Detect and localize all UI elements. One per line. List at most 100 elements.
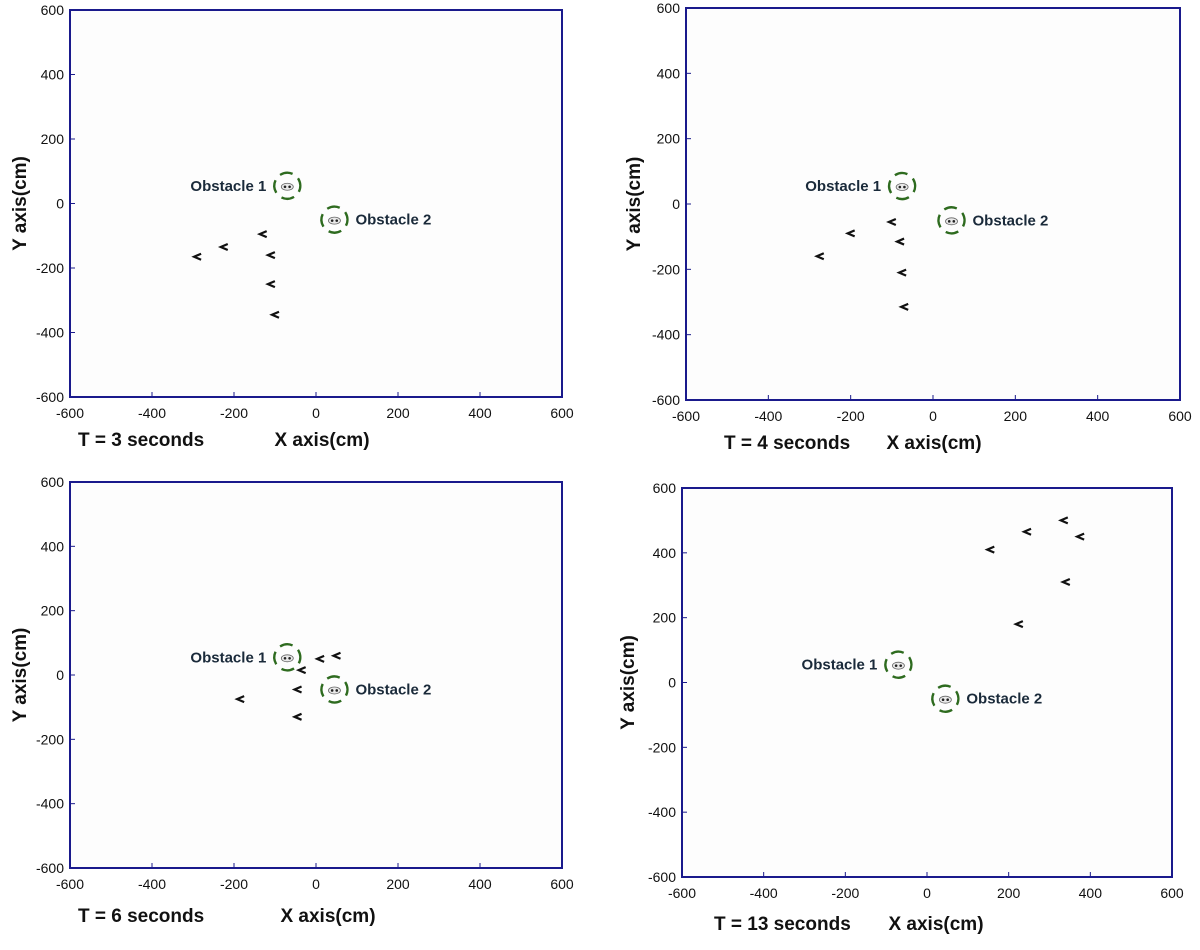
x-tick-label: -600 bbox=[56, 876, 84, 892]
x-axis-label: X axis(cm) bbox=[274, 430, 369, 451]
y-tick-label: -600 bbox=[648, 869, 676, 885]
y-tick-label: -600 bbox=[652, 392, 680, 408]
obstacle-body bbox=[945, 217, 958, 226]
obstacle-eye bbox=[941, 698, 945, 702]
plot-frame bbox=[69, 481, 563, 869]
y-tick-label: 0 bbox=[672, 196, 680, 212]
obstacle-ring bbox=[937, 206, 966, 235]
obstacle-label: Obstacle 1 bbox=[190, 178, 266, 195]
obstacle-eye bbox=[288, 657, 291, 660]
time-label: T = 6 seconds bbox=[78, 906, 204, 927]
obstacle-eye bbox=[335, 219, 339, 222]
x-tick-label: 600 bbox=[1168, 408, 1192, 424]
panel-3: -600 -400 -200 0 200 400 600 -600 -400 -200 0 200 40… bbox=[10, 474, 574, 927]
obstacle-label: Obstacle 1 bbox=[802, 657, 878, 674]
obstacle-body bbox=[280, 654, 294, 663]
robot-marker bbox=[886, 217, 897, 226]
obstacle-eye bbox=[288, 185, 291, 189]
obstacle-eye bbox=[946, 698, 949, 702]
obstacle-label: Obstacle 2 bbox=[973, 212, 1049, 229]
robot-marker bbox=[898, 302, 909, 311]
robot-marker bbox=[191, 252, 202, 261]
obstacle-ring bbox=[273, 643, 302, 672]
x-tick-label: -400 bbox=[138, 876, 166, 892]
obstacle-label: Obstacle 1 bbox=[805, 178, 881, 195]
y-tick-label: 600 bbox=[653, 480, 677, 496]
time-label: T = 4 seconds bbox=[724, 433, 850, 454]
robot-marker bbox=[217, 243, 229, 252]
y-tick-label: 400 bbox=[41, 67, 65, 83]
panel-4: -600 -400 -200 0 200 400 600 -600 -400 -200 0 200 40… bbox=[618, 480, 1184, 935]
obstacle-eye bbox=[894, 664, 898, 667]
robot-marker bbox=[265, 280, 276, 289]
y-tick-label: 400 bbox=[41, 538, 65, 554]
y-tick-label: -200 bbox=[36, 260, 64, 276]
x-tick-label: -200 bbox=[837, 408, 865, 424]
x-tick-label: 600 bbox=[550, 876, 574, 892]
plot-frame bbox=[69, 9, 563, 398]
robot-marker bbox=[1060, 577, 1071, 587]
x-tick-label: -400 bbox=[754, 408, 782, 424]
robot-marker bbox=[330, 651, 341, 660]
y-tick-label: -200 bbox=[36, 731, 64, 747]
obstacle-2: Obstacle 2 bbox=[931, 684, 1042, 713]
x-tick-label: 200 bbox=[386, 405, 410, 421]
obstacle-body bbox=[280, 182, 294, 191]
y-axis-label: Y axis(cm) bbox=[10, 156, 31, 251]
y-tick-label: -600 bbox=[36, 389, 64, 405]
x-tick-label: 0 bbox=[312, 405, 320, 421]
obstacle-ring bbox=[931, 684, 960, 713]
obstacle-eye bbox=[330, 689, 334, 692]
robot-marker bbox=[314, 654, 325, 663]
y-tick-label: 400 bbox=[657, 65, 681, 81]
panel-2: -600 -400 -200 0 200 400 600 -600 -400 -200 0 200 40… bbox=[624, 0, 1192, 454]
y-tick-label: 0 bbox=[56, 667, 64, 683]
robot-marker bbox=[1057, 516, 1069, 525]
obstacle-1: Obstacle 1 bbox=[190, 643, 302, 672]
obstacle-ring bbox=[884, 650, 913, 679]
robot-marker bbox=[234, 695, 245, 704]
obstacle-2: Obstacle 2 bbox=[320, 675, 431, 704]
x-tick-label: -200 bbox=[220, 405, 248, 421]
robot-marker bbox=[844, 229, 856, 238]
obstacle-ring bbox=[320, 675, 349, 704]
robot-marker bbox=[1074, 532, 1085, 541]
obstacle-body bbox=[328, 216, 341, 225]
obstacle-eye bbox=[330, 219, 334, 222]
obstacle-label: Obstacle 2 bbox=[355, 681, 431, 698]
x-tick-label: 400 bbox=[1086, 408, 1110, 424]
obstacle-eye bbox=[947, 220, 951, 223]
robot-marker bbox=[291, 712, 302, 721]
x-tick-label: 200 bbox=[1004, 408, 1028, 424]
obstacle-eye bbox=[335, 689, 339, 692]
y-tick-label: 200 bbox=[657, 131, 681, 147]
y-tick-label: 0 bbox=[56, 196, 64, 212]
obstacle-2: Obstacle 2 bbox=[937, 206, 1049, 235]
obstacle-body bbox=[892, 661, 905, 670]
time-label: T = 13 seconds bbox=[714, 914, 851, 935]
plot-frame bbox=[685, 7, 1181, 401]
y-tick-label: 0 bbox=[668, 675, 676, 691]
robot-marker bbox=[1013, 620, 1024, 629]
obstacle-eye bbox=[898, 185, 902, 189]
x-tick-label: 400 bbox=[468, 405, 492, 421]
x-tick-label: 0 bbox=[312, 876, 320, 892]
x-tick-label: 0 bbox=[929, 408, 937, 424]
x-tick-label: 200 bbox=[997, 885, 1021, 901]
y-tick-label: -200 bbox=[652, 261, 680, 277]
robot-marker bbox=[1021, 527, 1032, 536]
panel-1: -600 -400 -200 0 200 400 600 -600 -400 -200 0 200 40… bbox=[10, 2, 574, 451]
robot-marker bbox=[265, 251, 276, 260]
y-axis-label: Y axis(cm) bbox=[10, 628, 31, 723]
x-tick-label: 200 bbox=[386, 876, 410, 892]
obstacle-1: Obstacle 1 bbox=[190, 171, 302, 200]
plot-frame bbox=[681, 487, 1173, 878]
x-tick-label: -600 bbox=[56, 405, 84, 421]
y-tick-label: 400 bbox=[653, 545, 677, 561]
x-tick-label: 400 bbox=[468, 876, 492, 892]
robot-marker bbox=[813, 252, 825, 261]
robot-marker bbox=[291, 685, 302, 694]
x-tick-label: -200 bbox=[831, 885, 859, 901]
x-tick-label: 0 bbox=[923, 885, 931, 901]
